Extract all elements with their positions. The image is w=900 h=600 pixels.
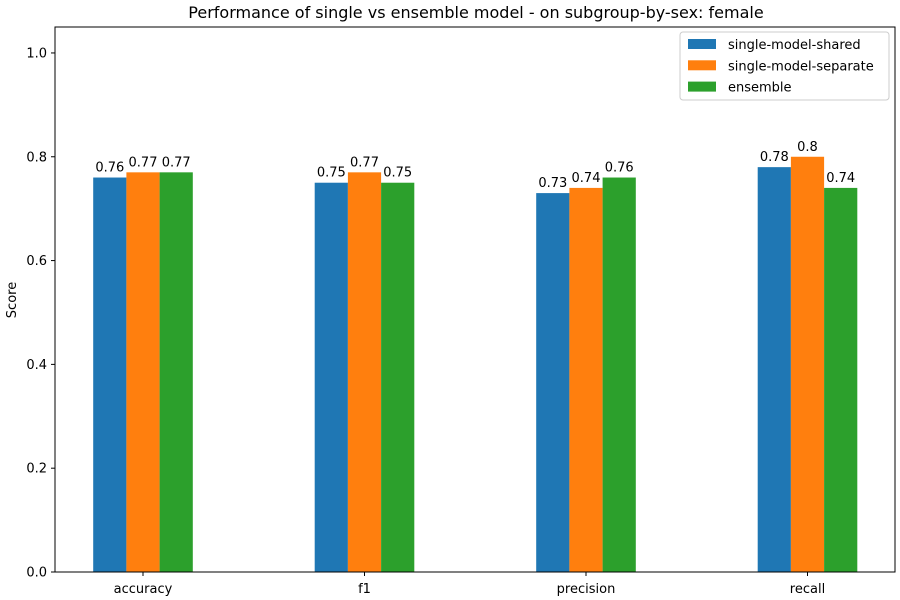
bar-value-label: 0.78 (760, 150, 789, 165)
x-tick-label: accuracy (114, 582, 173, 597)
chart-title: Performance of single vs ensemble model … (188, 3, 763, 22)
legend: single-model-shared single-model-separate… (679, 31, 890, 101)
y-tick-label: 0.8 (26, 150, 47, 165)
y-tick-label: 0.4 (26, 358, 47, 373)
bar-value-label: 0.74 (826, 171, 855, 186)
bar-value-label: 0.77 (129, 155, 158, 170)
bar (93, 177, 127, 572)
bar (314, 182, 348, 572)
bar-value-label: 0.74 (572, 171, 601, 186)
bar (790, 156, 825, 572)
bar-value-label: 0.8 (797, 140, 818, 155)
legend-label: single-model-shared (728, 38, 861, 53)
x-tick-label: recall (790, 582, 825, 597)
bar-value-label: 0.77 (350, 155, 379, 170)
bar-value-label: 0.76 (95, 161, 124, 176)
legend-swatch (688, 60, 716, 71)
x-tick-label: precision (557, 582, 616, 597)
bar (824, 187, 858, 572)
plot-area: 0.76 0.75 0.73 0.78 0.77 0.77 0.74 0.8 0.77 0.75 0… (26, 26, 896, 597)
legend-label: ensemble (728, 81, 792, 96)
legend-swatch (688, 81, 716, 92)
y-tick-label: 0.0 (26, 566, 47, 581)
legend-swatch (688, 39, 716, 49)
bar (347, 172, 382, 573)
bar-value-label: 0.76 (605, 161, 634, 176)
bar (159, 172, 193, 573)
bar-value-label: 0.77 (162, 155, 191, 170)
x-tick-label: f1 (358, 582, 371, 597)
bar (536, 193, 570, 572)
bar-value-label: 0.75 (317, 166, 346, 181)
bar (381, 182, 415, 572)
bar (757, 167, 791, 572)
y-tick-label: 0.2 (26, 462, 47, 477)
bar-value-label: 0.75 (383, 166, 412, 181)
bar (569, 187, 603, 572)
bar (602, 177, 636, 572)
legend-box (679, 31, 890, 101)
bar-value-label: 0.73 (538, 176, 567, 191)
bar (126, 172, 160, 573)
y-axis-label: Score (5, 282, 20, 318)
y-tick-label: 1.0 (26, 46, 47, 61)
y-tick-label: 0.6 (26, 254, 47, 269)
legend-label: single-model-separate (728, 59, 874, 74)
plot-frame (54, 26, 896, 573)
